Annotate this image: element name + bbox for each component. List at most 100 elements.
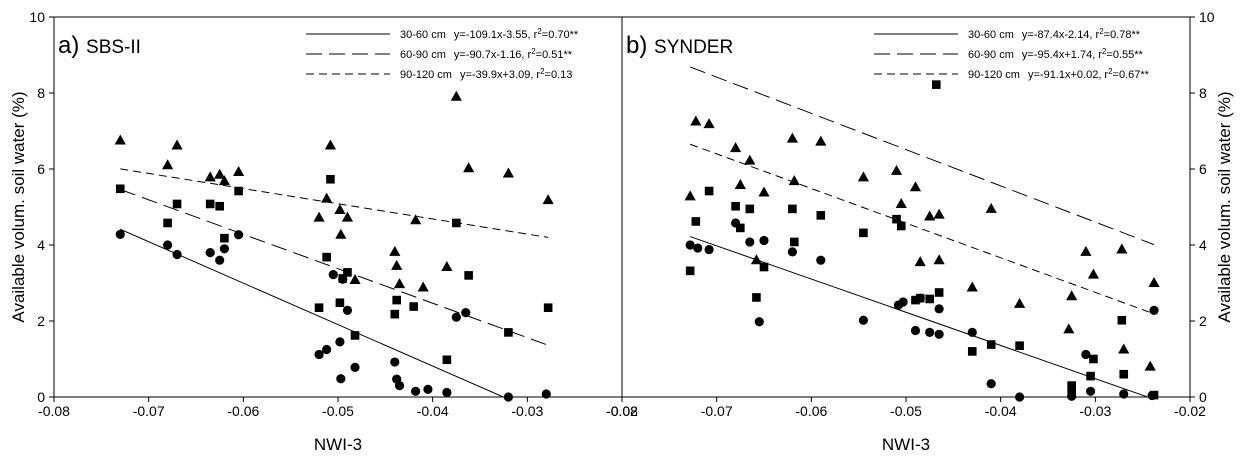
legend-r2: =0.78** — [1104, 29, 1141, 41]
data-point-circle — [390, 357, 400, 367]
regression-line — [120, 228, 505, 397]
legend-series-name: 30-60 cm — [400, 29, 446, 41]
data-point-circle — [350, 362, 360, 372]
data-point-triangle — [914, 256, 926, 267]
x-tick-label: -0.08 — [606, 403, 638, 419]
regression-line — [120, 189, 549, 346]
x-tick-label: -0.03 — [1079, 403, 1111, 419]
data-point-triangle — [502, 167, 514, 178]
panel-synder: -0.08 -0.07 -0.06 -0.05 -0.04 -0.03 -0.0202468… — [606, 9, 1234, 454]
legend-equation: y=-39.9x+3.09, r — [460, 69, 540, 81]
y-tick-label: 2 — [37, 313, 45, 329]
legend-equation: y=-109.1x-3.55, r — [454, 29, 538, 41]
data-point-triangle — [542, 194, 554, 205]
data-point-circle — [314, 349, 324, 360]
y-tick-label: 8 — [1199, 85, 1207, 101]
data-point-triangle — [924, 210, 936, 221]
data-point-triangle — [391, 259, 403, 270]
data-point-triangle — [1118, 343, 1130, 354]
y-tick-label: 4 — [1199, 237, 1207, 253]
data-point-square — [390, 309, 400, 319]
data-point-square — [392, 295, 401, 305]
data-point-triangle — [933, 254, 945, 265]
data-point-square — [934, 288, 944, 297]
regression-line — [120, 168, 549, 238]
data-point-square — [816, 211, 826, 220]
data-point-triangle — [233, 166, 245, 177]
data-point-triangle — [410, 214, 422, 225]
x-axis-label: NWI-3 — [882, 435, 930, 454]
data-point-triangle — [985, 202, 997, 213]
data-point-triangle — [1080, 245, 1092, 256]
data-point-triangle — [349, 273, 361, 284]
data-point-square — [986, 340, 996, 349]
data-point-triangle — [162, 159, 174, 170]
data-point-square — [925, 294, 934, 304]
x-tick-label: -0.04 — [417, 403, 449, 419]
legend-series-name: 30-60 cm — [968, 29, 1014, 41]
data-point-triangle — [1066, 290, 1078, 301]
data-point-triangle — [321, 192, 333, 203]
x-tick-label: -0.05 — [322, 403, 354, 419]
data-point-circle — [423, 384, 433, 394]
data-point-circle — [759, 235, 769, 246]
legend-r2: =0.51** — [536, 49, 573, 61]
y-tick-label: 2 — [1199, 313, 1207, 329]
data-point-triangle — [1116, 243, 1128, 254]
data-point-square — [685, 266, 695, 276]
data-point-square — [442, 355, 452, 365]
x-tick-label: -0.02 — [606, 403, 638, 419]
data-point-circle — [163, 240, 173, 250]
data-point-triangle — [690, 115, 702, 126]
data-point-square — [931, 80, 941, 89]
legend-r2: =0.70** — [542, 29, 579, 41]
legend-superscript: 2 — [1102, 47, 1107, 56]
data-point-square — [1119, 369, 1129, 379]
legend-equation: y=-90.7x-1.16, r — [454, 49, 532, 61]
legend-entry: 60-90 cm y=-90.7x-1.16, r2=0.51** — [400, 47, 573, 61]
data-point-circle — [394, 381, 405, 391]
data-point-triangle — [393, 278, 406, 289]
data-point-circle — [704, 244, 714, 255]
legend-equation: y=-91.1x+0.02, r — [1028, 69, 1108, 81]
data-point-circle — [986, 379, 996, 389]
data-point-triangle — [1144, 360, 1156, 371]
data-point-triangle — [786, 132, 798, 143]
data-point-square — [1117, 315, 1127, 325]
x-tick-label: -0.02 — [1174, 403, 1206, 419]
data-point-square — [745, 204, 755, 214]
data-point-square — [1089, 354, 1098, 364]
data-point-circle — [934, 304, 944, 314]
data-point-triangle — [441, 261, 453, 272]
data-point-square — [205, 199, 215, 209]
x-tick-label: -0.03 — [511, 403, 543, 419]
data-point-square — [1015, 341, 1024, 350]
data-point-square — [338, 274, 348, 283]
data-point-circle — [328, 270, 338, 280]
data-point-circle — [1149, 305, 1159, 315]
data-point-triangle — [114, 134, 126, 145]
data-point-circle — [787, 247, 798, 257]
data-point-circle — [219, 244, 229, 254]
data-point-square — [967, 347, 977, 356]
legend-r2: =0.13 — [545, 69, 573, 81]
legend-series-name: 90-120 cm — [400, 69, 452, 81]
data-point-circle — [115, 229, 125, 239]
data-point-square — [504, 328, 513, 337]
data-point-square — [220, 233, 229, 243]
panel-name: SYNDER — [654, 37, 733, 58]
data-point-circle — [685, 240, 695, 250]
data-point-square — [452, 218, 461, 228]
data-point-triangle — [463, 162, 475, 173]
data-point-circle — [816, 255, 826, 265]
x-tick-label: -0.05 — [890, 403, 922, 419]
y-tick-label: 0 — [1199, 389, 1207, 405]
panel-letter: a) — [58, 32, 86, 59]
legend-series-name: 90-120 cm — [968, 69, 1020, 81]
data-point-square — [343, 268, 352, 277]
data-point-circle — [1081, 349, 1091, 360]
legend-series-name: 60-90 cm — [968, 49, 1014, 61]
legend-entry: 60-90 cm y=-95.4x+1.74, r2=0.55** — [968, 47, 1144, 61]
data-point-triangle — [890, 164, 903, 175]
data-point-circle — [335, 337, 345, 347]
